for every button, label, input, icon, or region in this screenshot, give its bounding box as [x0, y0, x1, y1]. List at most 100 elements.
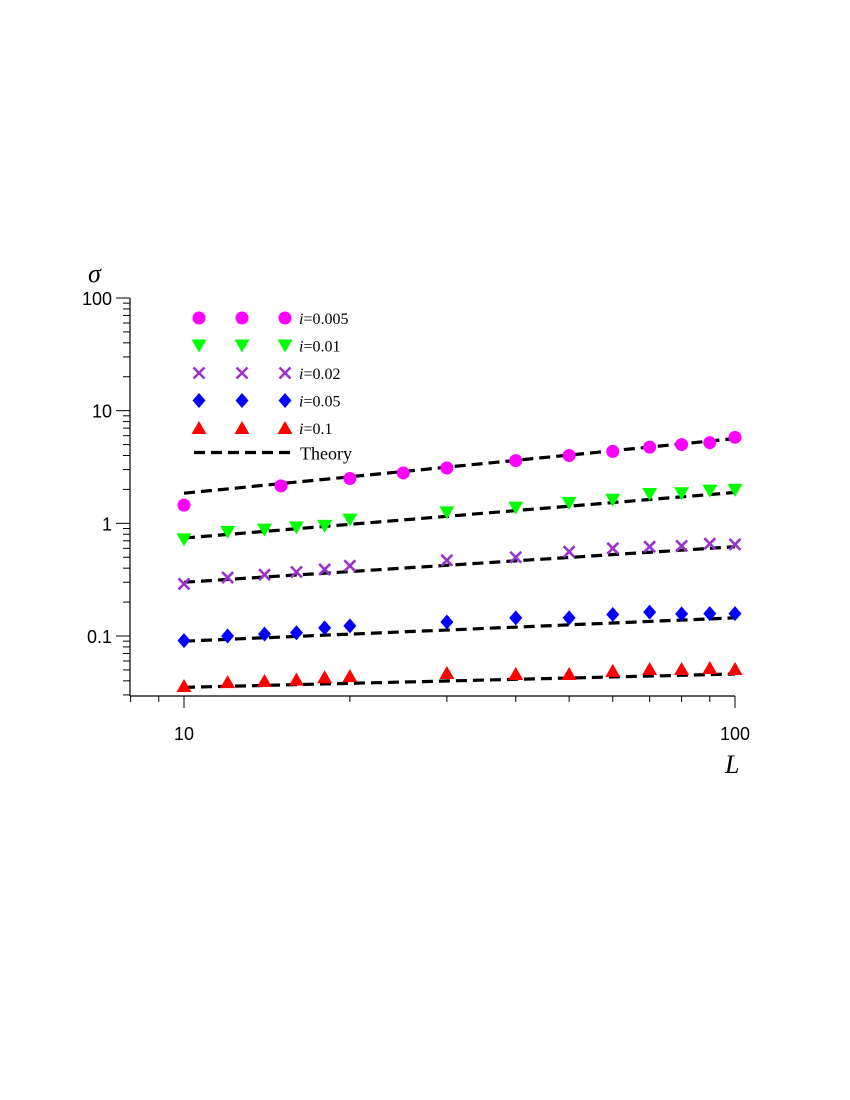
data-point [220, 525, 236, 539]
legend-marker [234, 339, 250, 353]
legend-marker [234, 421, 250, 434]
y-tick-label: 100 [82, 289, 112, 309]
legend-label: i=0.005 [299, 311, 348, 328]
data-markers [176, 430, 743, 692]
legend-label: i=0.1 [299, 421, 332, 438]
data-point [562, 449, 576, 463]
data-point [643, 440, 657, 454]
legend-marker [192, 366, 206, 380]
data-point [288, 672, 304, 686]
data-point-stroke [177, 577, 191, 591]
data-point [396, 466, 410, 480]
data-point [642, 661, 658, 675]
data-point [343, 559, 357, 573]
legend-marker [278, 311, 292, 325]
data-point [258, 626, 272, 642]
data-point [727, 661, 743, 675]
data-point [177, 633, 191, 649]
data-point [703, 606, 717, 622]
data-point [258, 568, 271, 582]
data-point [674, 487, 690, 501]
data-point [317, 519, 333, 533]
legend-label-value: =0.05 [303, 394, 340, 411]
legend-label-variable: i [299, 339, 303, 356]
legend-marker [235, 393, 249, 408]
legend-label: Theory [300, 444, 352, 464]
legend-label-variable: i [299, 394, 303, 411]
data-point [317, 670, 333, 684]
legend-marker [235, 366, 249, 380]
legend-label-value: =0.005 [303, 311, 348, 328]
data-point [508, 666, 524, 680]
axes: 10 100 100 10 1 0.1 [82, 289, 750, 744]
data-point [674, 661, 690, 675]
data-point [606, 444, 620, 458]
series-diamond [177, 604, 742, 649]
data-point [257, 673, 273, 687]
series-x [177, 537, 742, 591]
legend-label-variable: i [299, 311, 303, 328]
legend-marker [192, 311, 206, 325]
data-point [440, 461, 454, 475]
data-point [509, 454, 523, 468]
legend-entry: i=0.02 [192, 366, 340, 383]
data-point [439, 665, 455, 679]
data-point-stroke [562, 545, 576, 559]
legend-marker [191, 421, 207, 434]
series-circle [177, 430, 742, 512]
data-point [606, 541, 620, 555]
data-point [702, 660, 718, 674]
data-point-stroke [675, 539, 689, 553]
data-point [343, 471, 357, 485]
legend-entry: i=0.01 [191, 339, 340, 356]
theory-curves [183, 437, 736, 689]
data-point-stroke [703, 537, 717, 551]
data-point-stroke [258, 568, 271, 582]
data-point [642, 488, 658, 502]
legend-marker [192, 393, 206, 408]
legend-marker [277, 339, 293, 353]
data-point [728, 606, 742, 622]
data-point [290, 565, 303, 579]
legend-label-value: =0.02 [303, 366, 340, 383]
data-point [177, 498, 191, 512]
data-point [727, 483, 743, 497]
series-triangle-up [176, 660, 743, 692]
x-tick-label: 10 [174, 724, 194, 744]
data-point [509, 610, 523, 626]
data-point [643, 540, 657, 554]
data-point [562, 545, 576, 559]
legend-marker [191, 339, 207, 353]
data-point [606, 607, 620, 623]
theory-curve [183, 490, 736, 540]
series-triangle-down [176, 483, 743, 547]
data-point [508, 501, 524, 515]
data-point [221, 571, 235, 584]
data-point [288, 521, 304, 535]
legend-entry: i=0.005 [192, 311, 348, 328]
data-point [274, 479, 288, 493]
x-tick-label: 100 [720, 724, 750, 744]
legend-entry: i=0.1 [191, 421, 332, 438]
legend-entry: Theory [194, 444, 352, 464]
data-point [342, 669, 358, 683]
data-point [220, 675, 236, 689]
legend-label-value: =0.01 [303, 339, 340, 356]
legend-marker [278, 393, 292, 408]
theory-curve [183, 616, 736, 643]
y-tick-label: 10 [92, 402, 112, 422]
data-point [440, 614, 454, 630]
legend-label: i=0.02 [299, 366, 340, 383]
data-point [176, 678, 192, 692]
data-point [605, 663, 621, 677]
data-point-stroke [509, 550, 523, 564]
data-point [675, 438, 689, 452]
theory-curve [183, 672, 736, 689]
legend-label-value: =0.1 [303, 421, 332, 438]
data-point [343, 618, 357, 634]
x-axis-label: L [724, 750, 739, 779]
data-point-stroke [221, 571, 235, 584]
y-tick-label: 1 [102, 514, 112, 534]
data-point [289, 625, 303, 641]
